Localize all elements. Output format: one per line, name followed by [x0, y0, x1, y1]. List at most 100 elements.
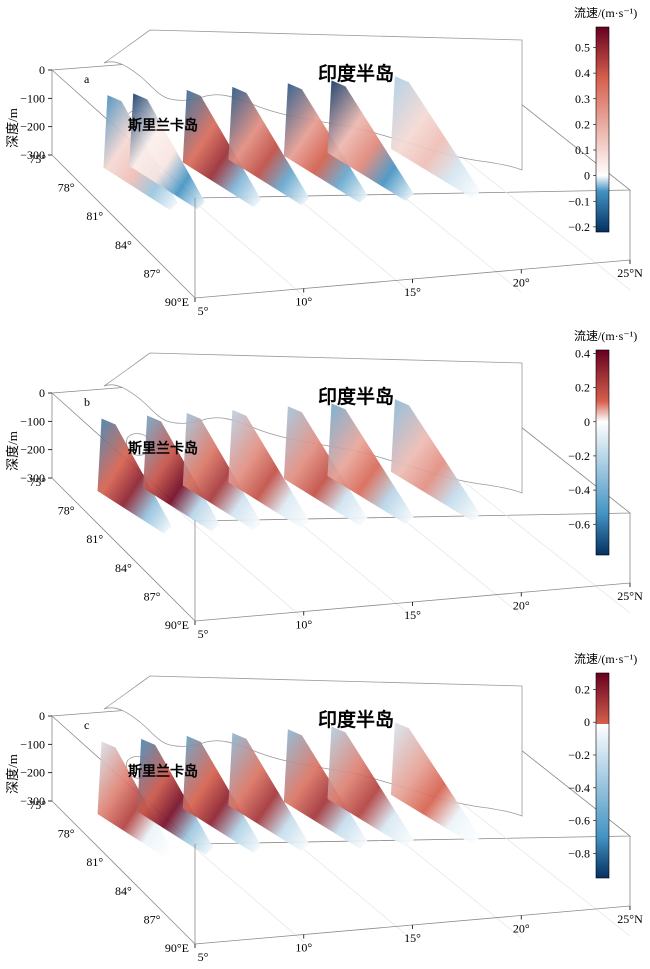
velocity-section: [327, 403, 414, 524]
latitude-tick-label: 10°: [295, 618, 312, 632]
longitude-tick-label: 78°: [58, 827, 75, 841]
bottom-left-edge: [51, 800, 196, 945]
latitude-tick-label: 25°N: [617, 912, 643, 926]
colorbar-tick-label: 0.2: [575, 682, 590, 696]
longitude-tick-label: 87°: [144, 266, 161, 280]
panel-c: 0 −100 −200 −300 75° 78° 81° 84° 87° 90°E 5° 10° 15°…: [0, 646, 650, 969]
bottom-left-edge: [51, 477, 196, 622]
longitude-tick-label: 75°: [29, 152, 46, 166]
colorbar: [595, 26, 610, 233]
longitude-tick-label: 87°: [144, 589, 161, 603]
velocity-section: [283, 729, 368, 849]
depth-tick-label: 0: [39, 63, 45, 77]
velocity-section: [228, 86, 310, 205]
colorbar-tick-label: −0.8: [568, 846, 590, 860]
colorbar-tick-label: −0.6: [568, 517, 590, 531]
longitude-tick-label: 90°E: [165, 618, 189, 632]
longitude-tick-label: 78°: [58, 181, 75, 195]
colorbar-tick-label: 0.2: [575, 381, 590, 395]
latitude-tick-label: 20°: [513, 599, 530, 613]
depth-tick-label: −100: [20, 737, 45, 751]
colorbar-tick-label: 0.4: [575, 346, 590, 360]
longitude-tick-label: 90°E: [165, 295, 189, 309]
colorbar-tick-label: 0.5: [575, 41, 590, 55]
velocity-section: [97, 418, 172, 534]
latitude-tick-label: 10°: [295, 941, 312, 955]
velocity-section: [143, 415, 220, 532]
colorbar-tick-label: −0.2: [568, 449, 590, 463]
depth-axis-title: 深度/m: [5, 108, 20, 148]
island-label: 斯里兰卡岛: [128, 117, 198, 134]
colorbar-title: 流速/(m·s⁻¹): [574, 329, 638, 343]
panel-letter: a: [84, 72, 90, 86]
colorbar-tick-label: −0.4: [568, 483, 590, 497]
depth-tick-label: −100: [20, 91, 45, 105]
colorbar: [595, 672, 610, 879]
depth-tick-label: −200: [20, 443, 45, 457]
latitude-tick-label: 25°N: [617, 589, 643, 603]
latitude-tick-label: 5°: [198, 627, 209, 641]
longitude-tick-label: 87°: [144, 912, 161, 926]
latitude-tick-label: 5°: [198, 304, 209, 318]
region-label: 印度半岛: [318, 385, 394, 408]
velocity-section: [390, 722, 481, 845]
velocity-section: [390, 399, 481, 522]
longitude-tick-label: 81°: [86, 855, 103, 869]
velocity-section: [390, 76, 481, 199]
latitude-tick-label: 15°: [404, 608, 421, 622]
colorbar-title: 流速/(m·s⁻¹): [574, 6, 638, 20]
depth-tick-label: −200: [20, 120, 45, 134]
colorbar-tick-label: 0: [584, 169, 590, 183]
panel-letter: b: [84, 395, 90, 409]
depth-tick-label: 0: [39, 709, 45, 723]
longitude-tick-label: 90°E: [165, 941, 189, 955]
colorbar-tick-label: 0.3: [575, 92, 590, 106]
grid-line: [439, 785, 631, 937]
colorbar-tick-label: 0: [584, 715, 590, 729]
longitude-tick-label: 84°: [115, 238, 132, 252]
colorbar-tick-label: −0.2: [568, 220, 590, 234]
velocity-section: [182, 89, 262, 207]
longitude-tick-label: 81°: [86, 532, 103, 546]
velocity-section: [228, 409, 310, 528]
longitude-tick-label: 75°: [29, 475, 46, 489]
velocity-section: [283, 83, 368, 203]
latitude-tick-label: 15°: [404, 931, 421, 945]
depth-axis-title: 深度/m: [5, 431, 20, 471]
island-label: 斯里兰卡岛: [128, 763, 198, 780]
colorbar-tick-label: −0.4: [568, 781, 590, 795]
latitude-tick-label: 15°: [404, 285, 421, 299]
colorbar-title: 流速/(m·s⁻¹): [574, 652, 638, 666]
depth-tick-label: −200: [20, 766, 45, 780]
colorbar-tick-label: −0.1: [568, 194, 590, 208]
longitude-tick-label: 84°: [115, 561, 132, 575]
velocity-section: [182, 412, 262, 530]
longitude-tick-label: 75°: [29, 798, 46, 812]
panel-b: 0 −100 −200 −300 75° 78° 81° 84° 87° 90°E 5° 10° 15°…: [0, 323, 650, 646]
velocity-section: [228, 732, 310, 851]
latitude-tick-label: 5°: [198, 950, 209, 964]
colorbar-tick-label: 0.2: [575, 117, 590, 131]
bottom-left-edge: [51, 154, 196, 299]
velocity-section: [327, 80, 414, 201]
depth-tick-label: −300: [20, 148, 45, 162]
latitude-tick-label: 20°: [513, 276, 530, 290]
region-label: 印度半岛: [318, 62, 394, 85]
velocity-section: [97, 741, 172, 857]
depth-tick-label: −300: [20, 794, 45, 808]
depth-tick-label: −300: [20, 471, 45, 485]
colorbar: [595, 349, 610, 556]
colorbar-tick-label: 0: [584, 415, 590, 429]
colorbar-tick-label: −0.2: [568, 748, 590, 762]
colorbar-tick-label: 0.4: [575, 66, 590, 80]
colorbar-tick-label: 0.1: [575, 143, 590, 157]
velocity-section: [283, 406, 368, 526]
velocity-section: [327, 726, 414, 847]
latitude-tick-label: 25°N: [617, 266, 643, 280]
velocity-section: [129, 93, 206, 210]
grid-line: [439, 139, 631, 291]
colorbar-tick-label: −0.6: [568, 814, 590, 828]
